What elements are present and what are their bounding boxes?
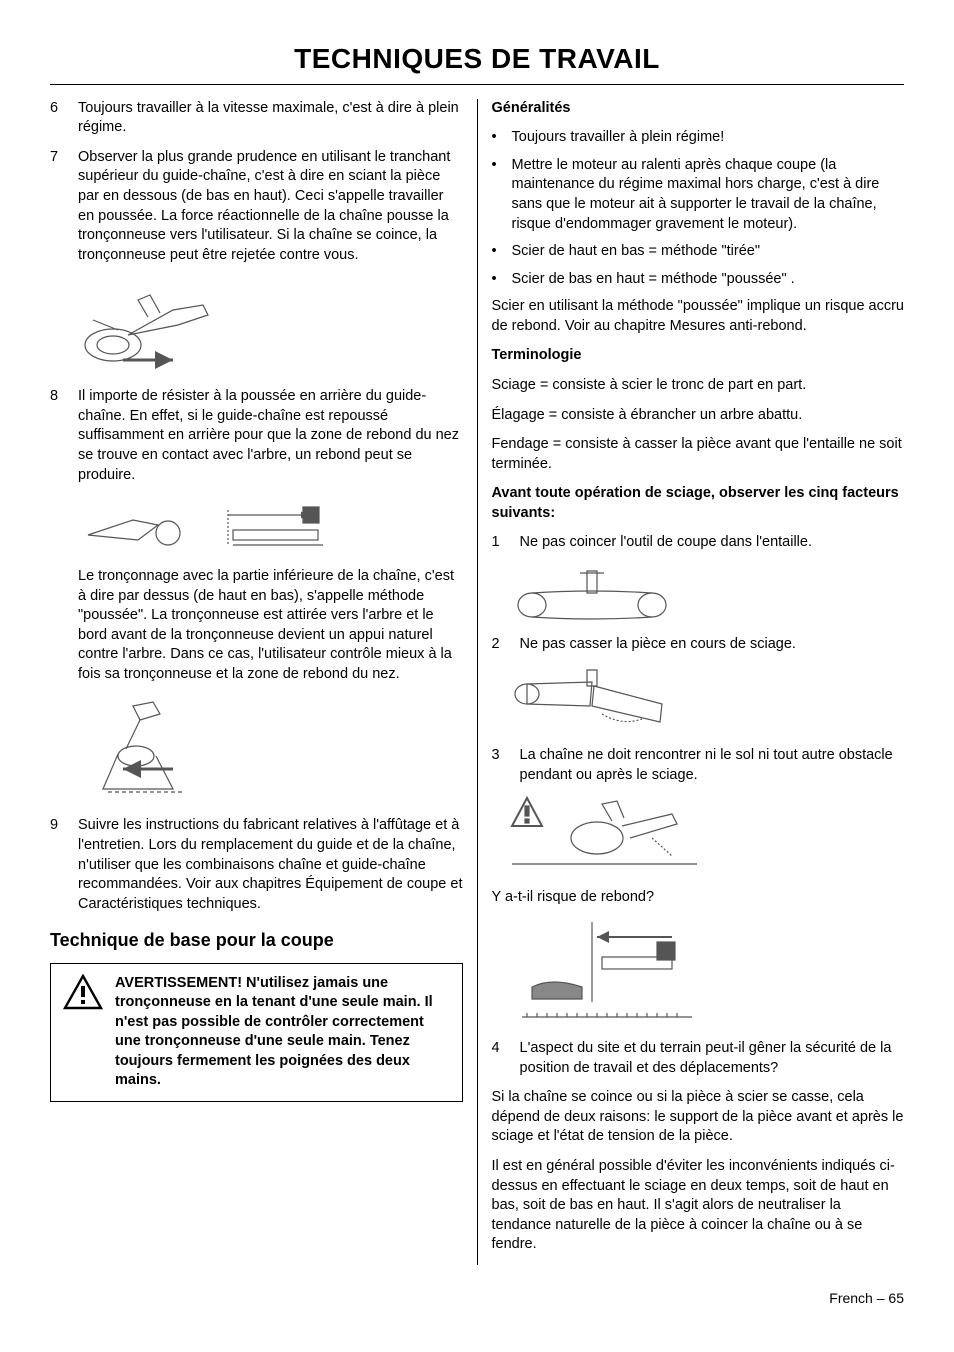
- bullet-dot: •: [492, 156, 502, 234]
- section-heading: Technique de base pour la coupe: [50, 928, 463, 952]
- item-text: Toujours travailler à la vitesse maximal…: [78, 99, 463, 138]
- item-number: 6: [50, 99, 64, 138]
- list-item: 4 L'aspect du site et du terrain peut-il…: [492, 1039, 905, 1078]
- bullet-dot: •: [492, 242, 502, 262]
- warning-icon: [63, 974, 103, 1091]
- page-title: TECHNIQUES DE TRAVAIL: [50, 40, 904, 85]
- paragraph: Le tronçonnage avec la partie inférieure…: [78, 567, 463, 684]
- list-item: 2 Ne pas casser la pièce en cours de sci…: [492, 635, 905, 655]
- paragraph: Y a-t-il risque de rebond?: [492, 888, 905, 908]
- bullet-text: Mettre le moteur au ralenti après chaque…: [512, 156, 905, 234]
- figure-rebound-zone: [78, 495, 463, 555]
- left-column: 6 Toujours travailler à la vitesse maxim…: [50, 99, 478, 1265]
- right-column: Généralités • Toujours travailler à plei…: [478, 99, 905, 1265]
- subheading: Avant toute opération de sciage, observe…: [492, 484, 905, 523]
- figure-chainsaw-pull: [78, 694, 463, 804]
- subheading: Terminologie: [492, 346, 905, 366]
- bullet-text: Scier de haut en bas = méthode "tirée": [512, 242, 905, 262]
- figure-rebound-risk: [502, 917, 905, 1027]
- item-number: 3: [492, 746, 506, 785]
- list-item: 7 Observer la plus grande prudence en ut…: [50, 148, 463, 265]
- item-text: Ne pas casser la pièce en cours de sciag…: [520, 635, 905, 655]
- list-item: 8 Il importe de résister à la poussée en…: [50, 387, 463, 485]
- bullet-item: • Mettre le moteur au ralenti après chaq…: [492, 156, 905, 234]
- bullet-text: Scier de bas en haut = méthode "poussée"…: [512, 270, 905, 290]
- item-number: 7: [50, 148, 64, 265]
- figure-chainsaw-push: [78, 275, 463, 375]
- list-item: 3 La chaîne ne doit rencontrer ni le sol…: [492, 746, 905, 785]
- bullet-item: • Toujours travailler à plein régime!: [492, 128, 905, 148]
- bullet-dot: •: [492, 128, 502, 148]
- footer-separator: –: [873, 1290, 889, 1306]
- figure-log-break: [502, 664, 905, 734]
- figure-log-pinch: [502, 563, 905, 623]
- list-item: 9 Suivre les instructions du fabricant r…: [50, 816, 463, 914]
- item-number: 4: [492, 1039, 506, 1078]
- paragraph: Il est en général possible d'éviter les …: [492, 1157, 905, 1255]
- paragraph: Si la chaîne se coince ou si la pièce à …: [492, 1088, 905, 1147]
- item-text: La chaîne ne doit rencontrer ni le sol n…: [520, 746, 905, 785]
- warning-box: AVERTISSEMENT! N'utilisez jamais une tro…: [50, 963, 463, 1102]
- item-text: Observer la plus grande prudence en util…: [78, 148, 463, 265]
- bullet-text: Toujours travailler à plein régime!: [512, 128, 905, 148]
- item-number: 2: [492, 635, 506, 655]
- item-text: Il importe de résister à la poussée en a…: [78, 387, 463, 485]
- item-text: L'aspect du site et du terrain peut-il g…: [520, 1039, 905, 1078]
- subheading: Généralités: [492, 99, 905, 119]
- item-number: 9: [50, 816, 64, 914]
- paragraph: Fendage = consiste à casser la pièce ava…: [492, 435, 905, 474]
- bullet-dot: •: [492, 270, 502, 290]
- page-footer: French – 65: [50, 1289, 904, 1308]
- list-item: 6 Toujours travailler à la vitesse maxim…: [50, 99, 463, 138]
- paragraph: Sciage = consiste à scier le tronc de pa…: [492, 376, 905, 396]
- figure-ground-contact: [502, 796, 905, 876]
- bullet-item: • Scier de haut en bas = méthode "tirée": [492, 242, 905, 262]
- warning-text: AVERTISSEMENT! N'utilisez jamais une tro…: [115, 974, 450, 1091]
- footer-page-number: 65: [888, 1290, 904, 1306]
- paragraph: Élagage = consiste à ébrancher un arbre …: [492, 406, 905, 426]
- item-number: 1: [492, 533, 506, 553]
- two-column-layout: 6 Toujours travailler à la vitesse maxim…: [50, 99, 904, 1265]
- paragraph: Scier en utilisant la méthode "poussée" …: [492, 297, 905, 336]
- item-number: 8: [50, 387, 64, 485]
- item-text: Suivre les instructions du fabricant rel…: [78, 816, 463, 914]
- footer-language: French: [829, 1290, 873, 1306]
- list-item: 1 Ne pas coincer l'outil de coupe dans l…: [492, 533, 905, 553]
- item-text: Ne pas coincer l'outil de coupe dans l'e…: [520, 533, 905, 553]
- bullet-item: • Scier de bas en haut = méthode "poussé…: [492, 270, 905, 290]
